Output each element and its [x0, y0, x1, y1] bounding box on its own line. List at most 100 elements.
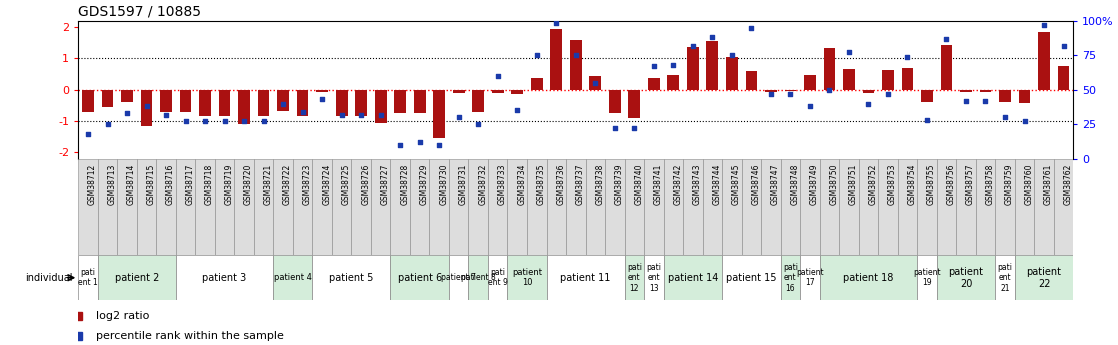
Point [918, 117, 936, 123]
Text: patient 4: patient 4 [274, 273, 312, 282]
Point [119, 110, 136, 116]
Bar [625, 159, 644, 255]
Point [976, 98, 994, 104]
Bar [274, 159, 293, 255]
Text: GSM38721: GSM38721 [264, 164, 273, 205]
Bar [917, 159, 937, 255]
Text: GSM38715: GSM38715 [146, 164, 155, 205]
Bar [625, 255, 644, 300]
Point [723, 52, 741, 58]
Bar [492, 90, 503, 93]
Bar [296, 90, 309, 116]
Bar [274, 255, 312, 300]
Bar [508, 159, 527, 255]
Bar [356, 90, 367, 116]
Bar [449, 159, 468, 255]
Text: GSM38751: GSM38751 [849, 164, 858, 205]
Bar [312, 255, 390, 300]
Point [821, 87, 838, 92]
Text: percentile rank within the sample: percentile rank within the sample [96, 331, 284, 341]
Point [98, 121, 116, 127]
Bar [686, 47, 699, 90]
Text: GSM38749: GSM38749 [809, 164, 818, 205]
Text: pati
ent
16: pati ent 16 [783, 263, 798, 293]
Bar [511, 90, 523, 95]
Bar [589, 76, 601, 90]
Bar [97, 159, 117, 255]
Text: GSM38754: GSM38754 [908, 164, 917, 205]
Bar [414, 90, 426, 113]
Text: GSM38722: GSM38722 [283, 164, 292, 205]
Text: patient 18: patient 18 [843, 273, 893, 283]
Bar [160, 90, 172, 112]
Bar [683, 159, 702, 255]
Bar [371, 159, 390, 255]
Bar [741, 159, 761, 255]
Bar [761, 159, 780, 255]
Point [664, 62, 682, 68]
Text: GSM38737: GSM38737 [576, 164, 585, 205]
Bar [199, 90, 211, 116]
Bar [667, 75, 679, 90]
Bar [882, 70, 893, 90]
Point [528, 52, 546, 58]
Bar [940, 45, 953, 90]
Bar [473, 90, 484, 112]
Text: GSM38734: GSM38734 [518, 164, 527, 205]
Bar [97, 255, 176, 300]
Text: GSM38757: GSM38757 [966, 164, 975, 205]
Bar [277, 90, 288, 111]
Bar [78, 159, 97, 255]
Bar [1015, 159, 1034, 255]
Bar [157, 159, 176, 255]
Text: patient 14: patient 14 [667, 273, 718, 283]
Bar [468, 159, 487, 255]
Bar [843, 69, 855, 90]
Bar [917, 255, 937, 300]
Bar [550, 29, 562, 90]
Text: patient 3: patient 3 [202, 273, 247, 283]
Bar [960, 90, 972, 92]
Bar [800, 159, 819, 255]
Text: GSM38759: GSM38759 [1005, 164, 1014, 205]
Bar [863, 90, 874, 93]
Point [352, 112, 370, 117]
Text: GSM38744: GSM38744 [712, 164, 721, 205]
Bar [1058, 66, 1070, 90]
Bar [707, 41, 718, 90]
Bar [664, 255, 722, 300]
Bar [449, 255, 468, 300]
Bar [215, 159, 235, 255]
Bar [609, 90, 620, 113]
Bar [804, 75, 816, 90]
Bar [410, 159, 429, 255]
Bar [956, 159, 976, 255]
Bar [840, 159, 859, 255]
Bar [219, 90, 230, 116]
Text: GSM38738: GSM38738 [595, 164, 605, 205]
Text: GSM38713: GSM38713 [107, 164, 116, 205]
Bar [141, 90, 152, 126]
Text: patient 15: patient 15 [726, 273, 777, 283]
Text: patient 5: patient 5 [329, 273, 373, 283]
Bar [722, 159, 741, 255]
Bar [316, 90, 328, 92]
Point [762, 91, 780, 97]
Text: GSM38740: GSM38740 [634, 164, 643, 205]
Text: GSM38725: GSM38725 [342, 164, 351, 205]
Point [567, 52, 585, 58]
Text: GSM38726: GSM38726 [361, 164, 370, 205]
Bar [531, 78, 542, 90]
Text: GSM38732: GSM38732 [479, 164, 487, 205]
Bar [1039, 32, 1050, 90]
Text: GSM38760: GSM38760 [1024, 164, 1033, 205]
Text: pati
ent 9: pati ent 9 [487, 268, 508, 287]
Bar [434, 90, 445, 138]
Point [371, 112, 389, 117]
Point [1015, 119, 1033, 124]
Point [235, 119, 253, 124]
Bar [722, 255, 780, 300]
Bar [176, 159, 196, 255]
Bar [487, 159, 508, 255]
Text: GSM38733: GSM38733 [498, 164, 506, 205]
